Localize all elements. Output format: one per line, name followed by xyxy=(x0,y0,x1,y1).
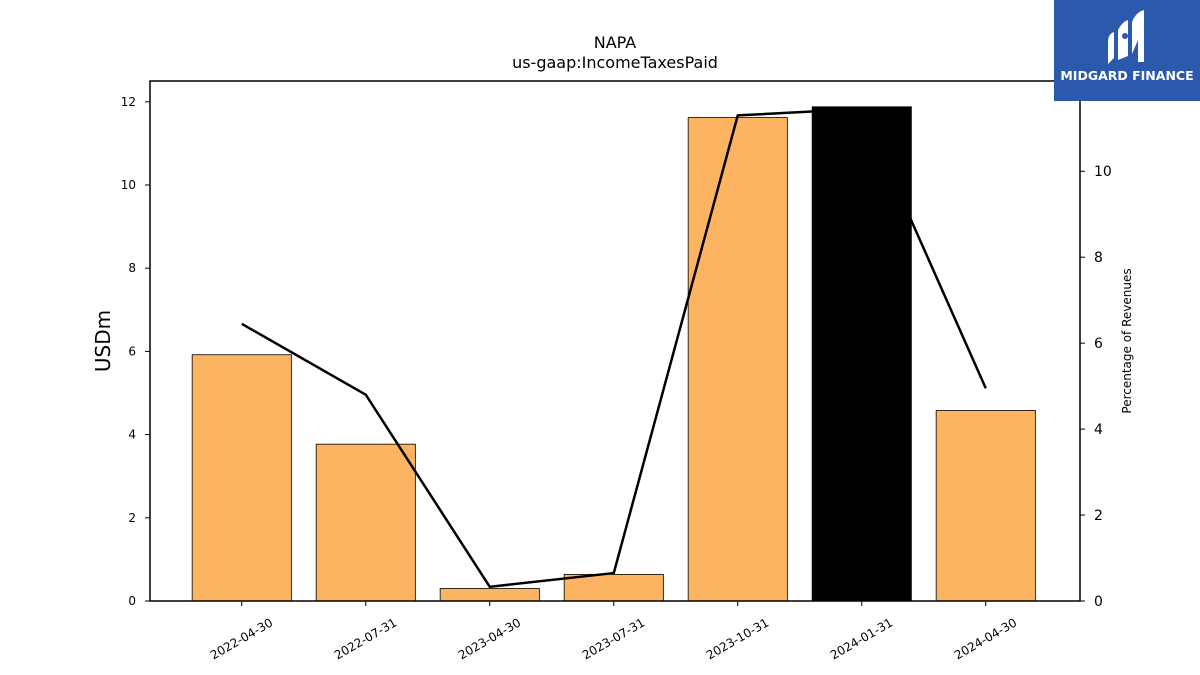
x-tick-label: 2023-10-31 xyxy=(704,615,771,662)
x-tick-label: 2023-04-30 xyxy=(456,615,523,662)
bar xyxy=(191,354,292,602)
midgard-finance-logo: MIDGARD FINANCE xyxy=(1054,0,1200,101)
bar xyxy=(439,588,540,602)
plot-area: 0 2 4 6 8 10 12 0 2 4 6 8 10 2022-04-30 2022-07-31 2023… xyxy=(121,80,1112,662)
x-tick-label: 2024-01-31 xyxy=(828,615,895,662)
y-axis-label: USDm xyxy=(91,310,115,372)
bar xyxy=(315,443,416,602)
x-tick-label: 2024-04-30 xyxy=(952,615,1019,662)
y-tick-label: 4 xyxy=(128,428,136,442)
y-tick-label: 0 xyxy=(128,594,136,608)
x-tick-label: 2023-07-31 xyxy=(580,615,647,662)
x-tick-label: 2022-04-30 xyxy=(208,615,275,662)
y-tick-label: 12 xyxy=(121,95,136,109)
y2-tick-label: 10 xyxy=(1094,164,1112,180)
chart-title: NAPA xyxy=(594,33,637,52)
plot-frame xyxy=(149,80,1081,602)
logo-text: MIDGARD FINANCE xyxy=(1060,68,1194,83)
x-tick-label: 2022-07-31 xyxy=(332,615,399,662)
y2-tick-label: 8 xyxy=(1094,250,1103,266)
y-tick-label: 6 xyxy=(128,344,136,358)
bar xyxy=(811,106,912,602)
y-tick-label: 10 xyxy=(121,178,136,192)
y2-tick-label: 4 xyxy=(1094,422,1103,438)
bar xyxy=(687,117,788,602)
y-tick-label: 2 xyxy=(128,511,136,525)
chart-subtitle: us-gaap:IncomeTaxesPaid xyxy=(512,53,718,72)
bar xyxy=(563,573,664,602)
y2-tick-label: 0 xyxy=(1094,594,1103,610)
bar xyxy=(935,410,1036,602)
y2-axis-label: Percentage of Revenues xyxy=(1120,268,1134,413)
y-tick-label: 8 xyxy=(128,261,136,275)
y2-tick-label: 2 xyxy=(1094,508,1103,524)
y2-tick-label: 6 xyxy=(1094,336,1103,352)
midgard-logo-icon xyxy=(1108,10,1144,64)
